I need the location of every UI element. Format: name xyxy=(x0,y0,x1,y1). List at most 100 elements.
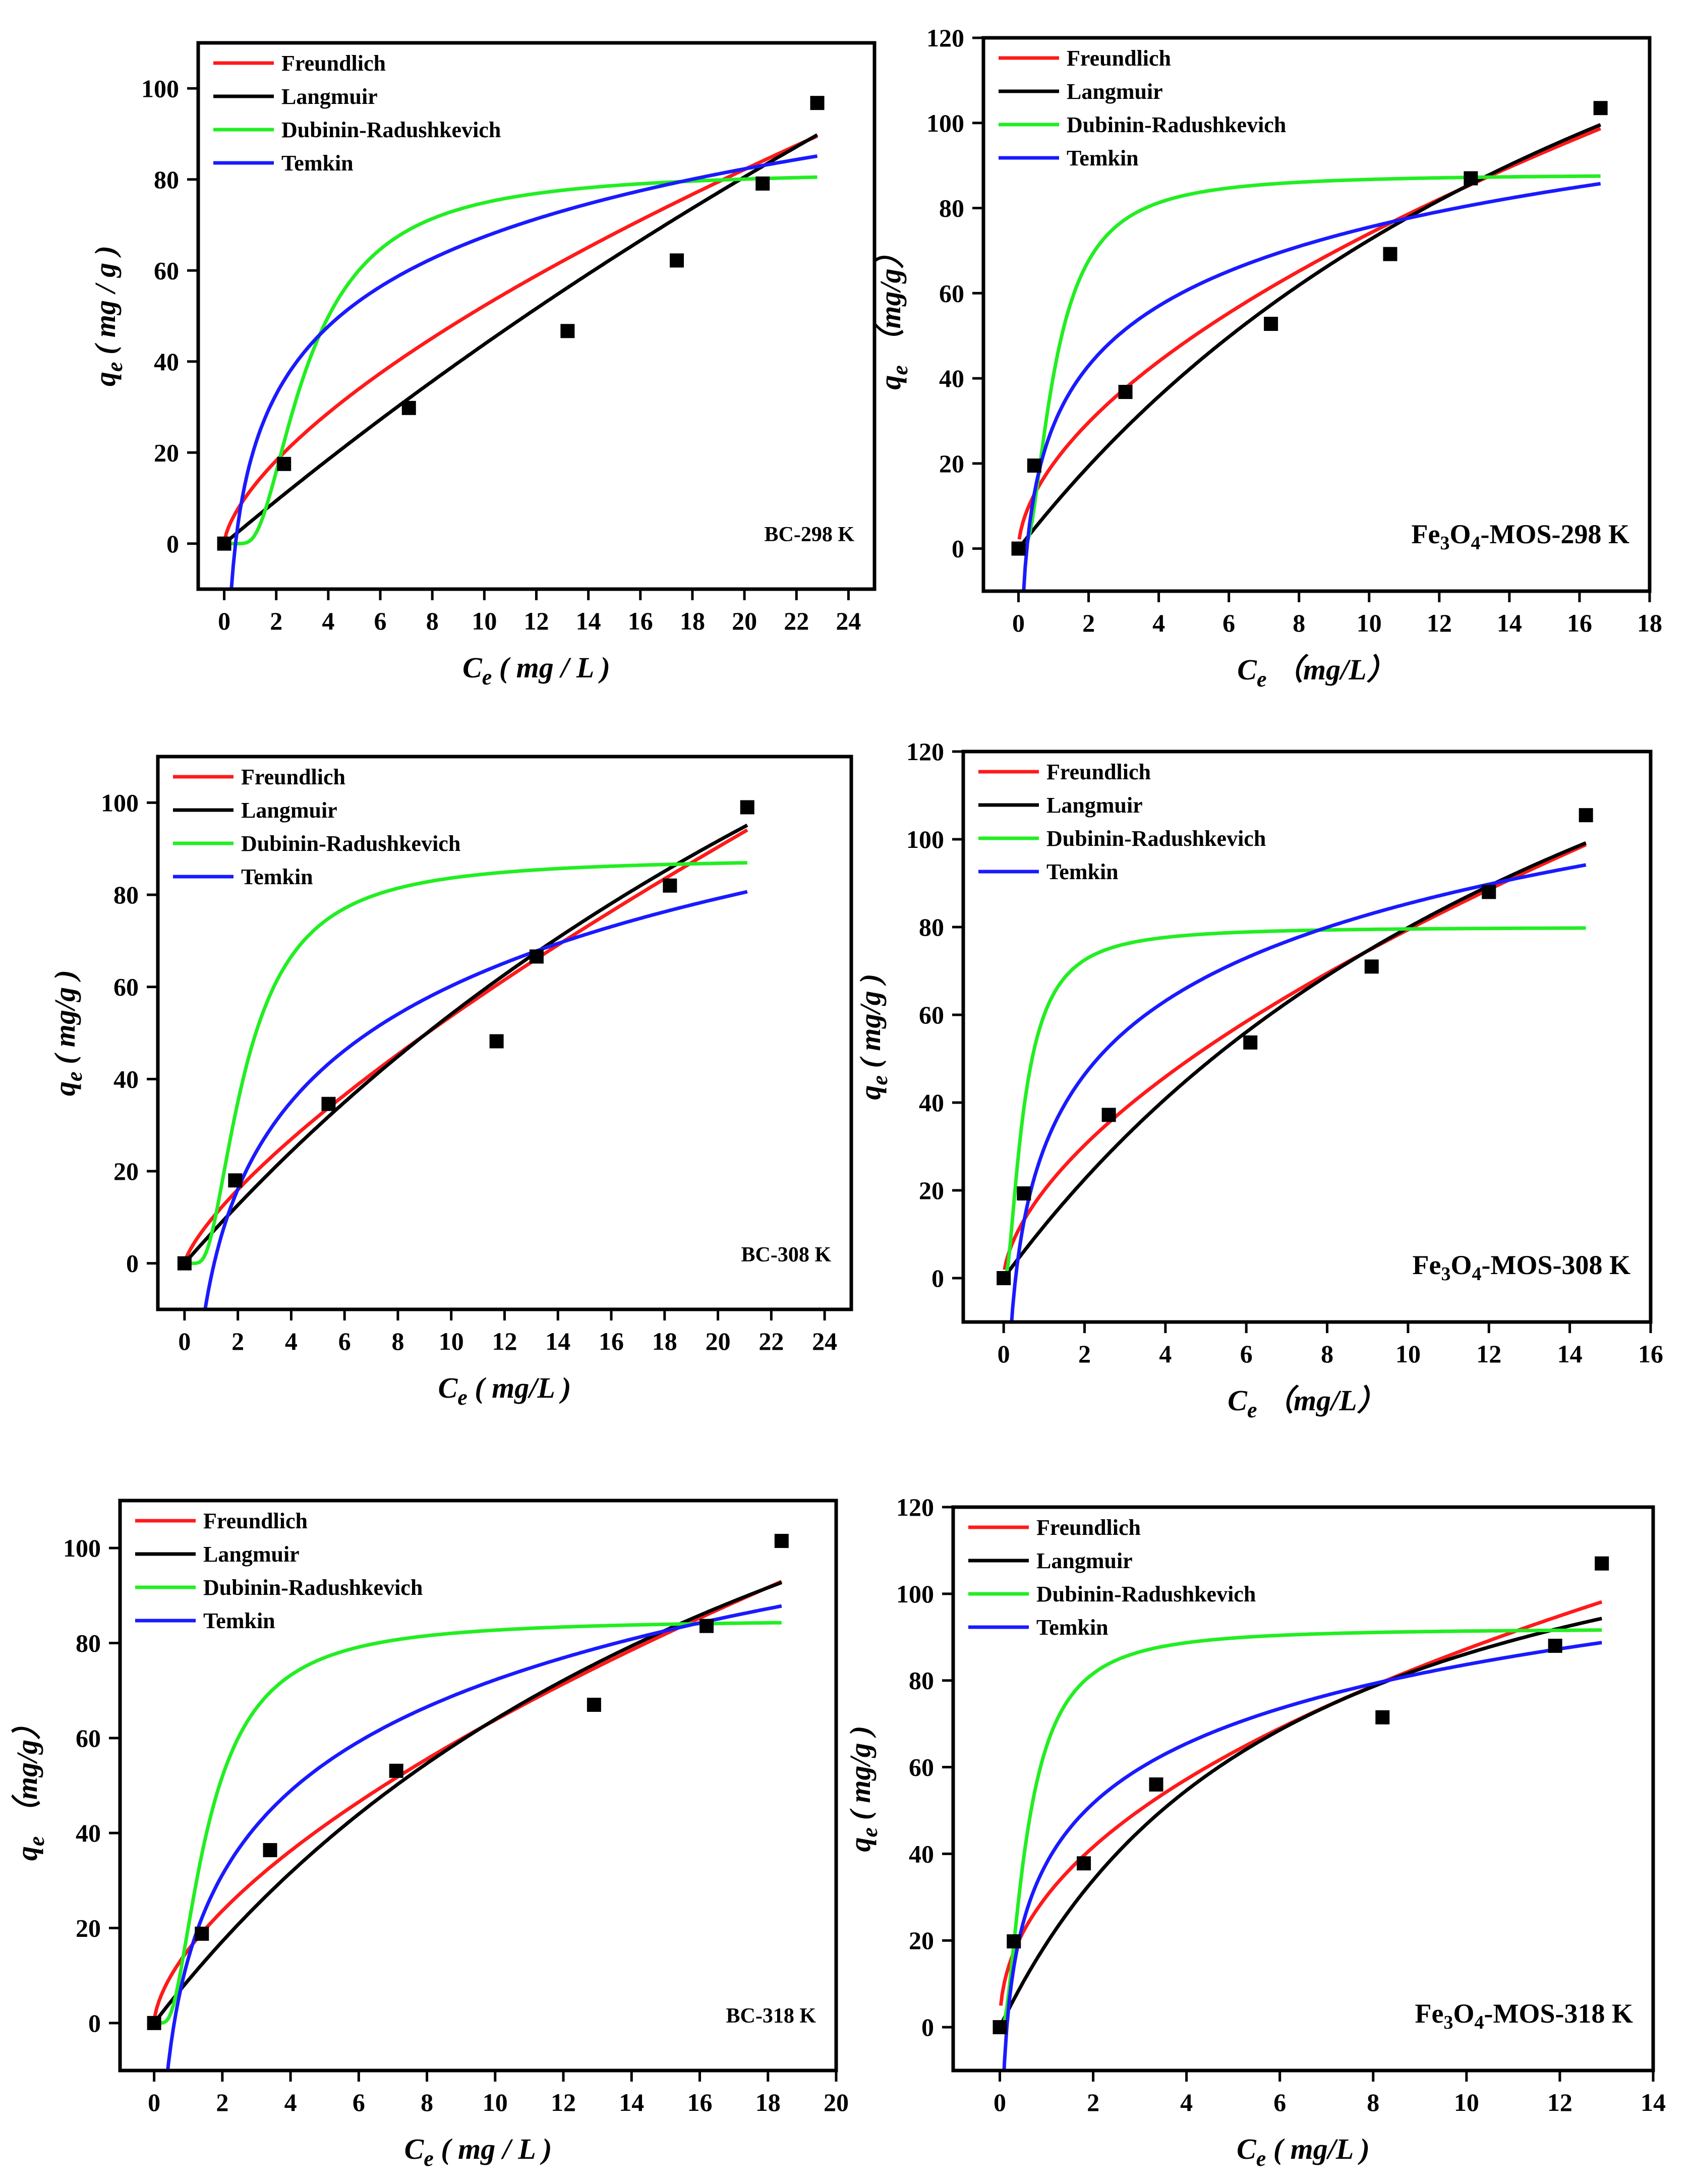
x-axis-label: Ce ( mg / L ) xyxy=(404,2133,552,2171)
y-axis-label: qe （mg/g） xyxy=(874,239,912,389)
y-tick-label: 20 xyxy=(76,1914,101,1942)
y-tick-label: 100 xyxy=(141,74,179,102)
data-point-6 xyxy=(1464,171,1478,186)
x-tick-label: 2 xyxy=(216,2088,228,2116)
x-tick-label: 18 xyxy=(652,1327,677,1355)
x-tick-label: 0 xyxy=(1012,609,1025,637)
freundlich-fit-curve xyxy=(183,828,748,1262)
legend-label-langmuir: Langmuir xyxy=(203,1542,300,1567)
y-tick-label: 40 xyxy=(939,364,964,392)
legend-label-temkin: Temkin xyxy=(1067,146,1139,170)
panel-annotation: BC-298 K xyxy=(765,523,855,546)
data-point-5 xyxy=(1383,247,1397,261)
data-point-5 xyxy=(1375,1710,1390,1725)
data-point-5 xyxy=(1364,959,1379,974)
x-tick-label: 6 xyxy=(338,1327,351,1355)
x-axis-label: Ce ( mg/L ) xyxy=(1237,2133,1370,2171)
x-tick-label: 4 xyxy=(1152,609,1165,637)
x-tick-label: 4 xyxy=(285,1327,298,1355)
x-tick-label: 0 xyxy=(218,607,230,635)
x-tick-label: 12 xyxy=(1476,1340,1501,1368)
y-tick-label: 60 xyxy=(76,1724,101,1752)
legend-label-freundlich: Freundlich xyxy=(203,1509,308,1533)
dr-fit-curve xyxy=(1002,926,1586,1280)
data-point-5 xyxy=(587,1697,601,1712)
y-axis-label: qe ( mg/g ) xyxy=(854,974,892,1100)
y-tick-label: 40 xyxy=(113,1065,139,1093)
legend-label-freundlich: Freundlich xyxy=(1046,760,1151,784)
y-tick-label: 0 xyxy=(952,535,964,563)
x-tick-label: 24 xyxy=(812,1327,837,1355)
data-point-4 xyxy=(489,1034,504,1049)
temkin-fit-curve xyxy=(166,1604,782,2071)
data-point-1 xyxy=(147,2016,161,2030)
y-tick-label: 60 xyxy=(154,256,179,284)
data-point-4 xyxy=(389,1763,403,1778)
freundlich-fit-curve xyxy=(1003,843,1587,1270)
x-tick-label: 10 xyxy=(1395,1340,1421,1368)
x-tick-label: 14 xyxy=(1641,2088,1666,2116)
data-point-4 xyxy=(560,324,575,338)
data-point-7 xyxy=(740,800,754,815)
data-point-1 xyxy=(1011,541,1026,556)
langmuir-fit-curve xyxy=(223,133,819,545)
x-tick-label: 16 xyxy=(1638,1340,1663,1368)
chart-panel-4: 0 2 4 6 8 10 12 14 16 0 20 40 60 80 100 120 Ce （mg/L） qe … xyxy=(854,737,1663,1422)
x-tick-label: 6 xyxy=(1273,2088,1286,2116)
data-point-6 xyxy=(755,176,770,191)
legend-label-dr: Dubinin-Radushkevich xyxy=(241,831,460,856)
chart-panel-2: 0 2 4 6 8 10 12 14 16 18 0 20 40 60 80 100 120 Ce （mg/L） q… xyxy=(874,24,1662,692)
x-tick-label: 14 xyxy=(545,1327,570,1355)
data-point-5 xyxy=(670,253,684,268)
x-axis-label: Ce ( mg/L ) xyxy=(438,1371,571,1410)
x-tick-label: 8 xyxy=(421,2088,433,2116)
x-tick-label: 20 xyxy=(706,1327,731,1355)
data-point-5 xyxy=(529,949,544,964)
y-tick-label: 0 xyxy=(88,2009,101,2037)
data-point-4 xyxy=(1243,1035,1258,1050)
temkin-fit-curve xyxy=(229,154,818,589)
y-tick-label: 80 xyxy=(113,881,139,909)
data-point-3 xyxy=(401,400,416,415)
dr-fit-curve xyxy=(154,1621,782,2025)
y-tick-label: 100 xyxy=(906,825,944,853)
y-tick-label: 20 xyxy=(154,438,179,467)
x-axis-label: Ce （mg/L） xyxy=(1228,1384,1386,1422)
x-tick-label: 10 xyxy=(1357,609,1382,637)
dr-fit-curve xyxy=(224,175,818,546)
y-axis-label: qe ( mg/g ) xyxy=(48,970,87,1096)
langmuir-fit-curve xyxy=(152,1581,783,2024)
data-point-4 xyxy=(1264,317,1278,331)
x-tick-label: 20 xyxy=(732,607,757,635)
x-tick-label: 14 xyxy=(1497,609,1522,637)
x-tick-label: 0 xyxy=(178,1327,191,1355)
dr-fit-curve xyxy=(1018,174,1601,551)
plot-frame xyxy=(981,36,1652,593)
y-tick-label: 40 xyxy=(919,1088,944,1117)
data-point-1 xyxy=(997,1271,1011,1285)
temkin-fit-curve xyxy=(203,890,748,1309)
x-tick-label: 16 xyxy=(599,1327,624,1355)
x-tick-label: 2 xyxy=(270,607,282,635)
x-tick-label: 6 xyxy=(353,2088,365,2116)
data-point-4 xyxy=(1149,1777,1163,1792)
data-point-2 xyxy=(195,1926,209,1941)
y-tick-label: 40 xyxy=(76,1819,101,1847)
y-tick-label: 40 xyxy=(909,1840,934,1868)
panel-annotation: BC-318 K xyxy=(726,2004,816,2028)
langmuir-fit-curve xyxy=(183,823,748,1265)
data-point-2 xyxy=(277,456,291,471)
x-tick-label: 14 xyxy=(576,607,601,635)
y-tick-label: 80 xyxy=(939,194,964,222)
x-tick-label: 12 xyxy=(1547,2088,1572,2116)
data-point-7 xyxy=(774,1534,789,1548)
x-tick-label: 14 xyxy=(619,2088,644,2116)
x-tick-label: 24 xyxy=(836,607,861,635)
legend-label-dr: Dubinin-Radushkevich xyxy=(1067,112,1286,137)
data-point-6 xyxy=(1482,885,1496,899)
langmuir-fit-curve xyxy=(1017,123,1601,550)
temkin-fit-curve xyxy=(1010,863,1587,1322)
plot-frame xyxy=(118,1499,838,2073)
x-tick-label: 18 xyxy=(755,2088,781,2116)
data-point-3 xyxy=(321,1097,336,1111)
